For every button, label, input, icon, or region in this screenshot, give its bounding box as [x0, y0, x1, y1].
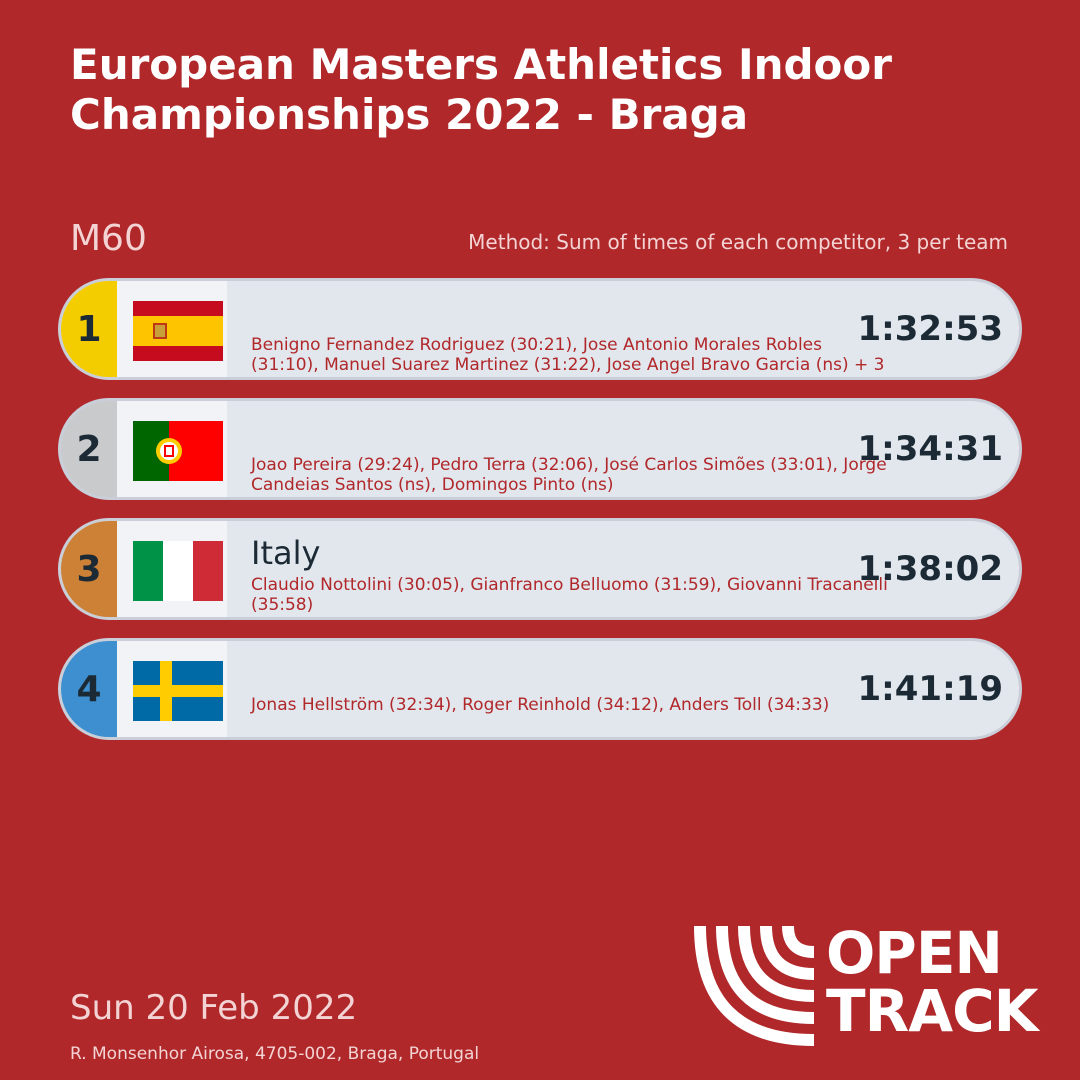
- flag-container: [117, 521, 227, 617]
- team-time: 1:34:31: [857, 429, 1003, 469]
- athletes-list: Claudio Nottolini (30:05), Gianfranco Be…: [251, 575, 888, 615]
- results-list: 1 Benigno Fernandez Rodriguez (30:21), J…: [58, 278, 1022, 758]
- rank-badge: 1: [61, 281, 117, 377]
- rank-badge: 3: [61, 521, 117, 617]
- category-label: M60: [70, 218, 147, 259]
- rank-badge: 4: [61, 641, 117, 737]
- team-time: 1:41:19: [857, 669, 1003, 709]
- opentrack-logo-icon: [694, 926, 815, 1046]
- logo-line-2: TRACK: [826, 977, 1039, 1045]
- team-time: 1:38:02: [857, 549, 1003, 589]
- result-row: 4 Jonas Hellström (32:34), Roger Reinhol…: [58, 638, 1022, 740]
- spain-flag-icon: [133, 301, 223, 361]
- rank-badge: 2: [61, 401, 117, 497]
- athletes-list: Joao Pereira (29:24), Pedro Terra (32:06…: [251, 455, 887, 495]
- sweden-flag-icon: [133, 661, 223, 721]
- title-line-2: Championships 2022 - Braga: [70, 90, 749, 139]
- flag-container: [117, 281, 227, 377]
- flag-container: [117, 401, 227, 497]
- event-address: R. Monsenhor Airosa, 4705-002, Braga, Po…: [70, 1044, 480, 1064]
- team-time: 1:32:53: [857, 309, 1003, 349]
- result-row: 2 Joao Pereira (29:24), Pedro Terra (32:…: [58, 398, 1022, 500]
- result-row: 1 Benigno Fernandez Rodriguez (30:21), J…: [58, 278, 1022, 380]
- portugal-flag-icon: [133, 421, 223, 481]
- method-description: Method: Sum of times of each competitor,…: [468, 230, 1008, 254]
- event-date: Sun 20 Feb 2022: [70, 988, 358, 1028]
- italy-flag-icon: [133, 541, 223, 601]
- page-title: European Masters Athletics Indoor Champi…: [70, 40, 1030, 140]
- logo-line-1: OPEN: [826, 919, 1003, 987]
- flag-container: [117, 641, 227, 737]
- result-row: 3 Italy Claudio Nottolini (30:05), Gianf…: [58, 518, 1022, 620]
- country-name: Italy: [251, 534, 321, 572]
- athletes-list: Benigno Fernandez Rodriguez (30:21), Jos…: [251, 335, 885, 375]
- athletes-list: Jonas Hellström (32:34), Roger Reinhold …: [251, 695, 830, 715]
- title-line-1: European Masters Athletics Indoor: [70, 40, 892, 89]
- logo-wordmark: OPEN TRACK: [826, 919, 1039, 1045]
